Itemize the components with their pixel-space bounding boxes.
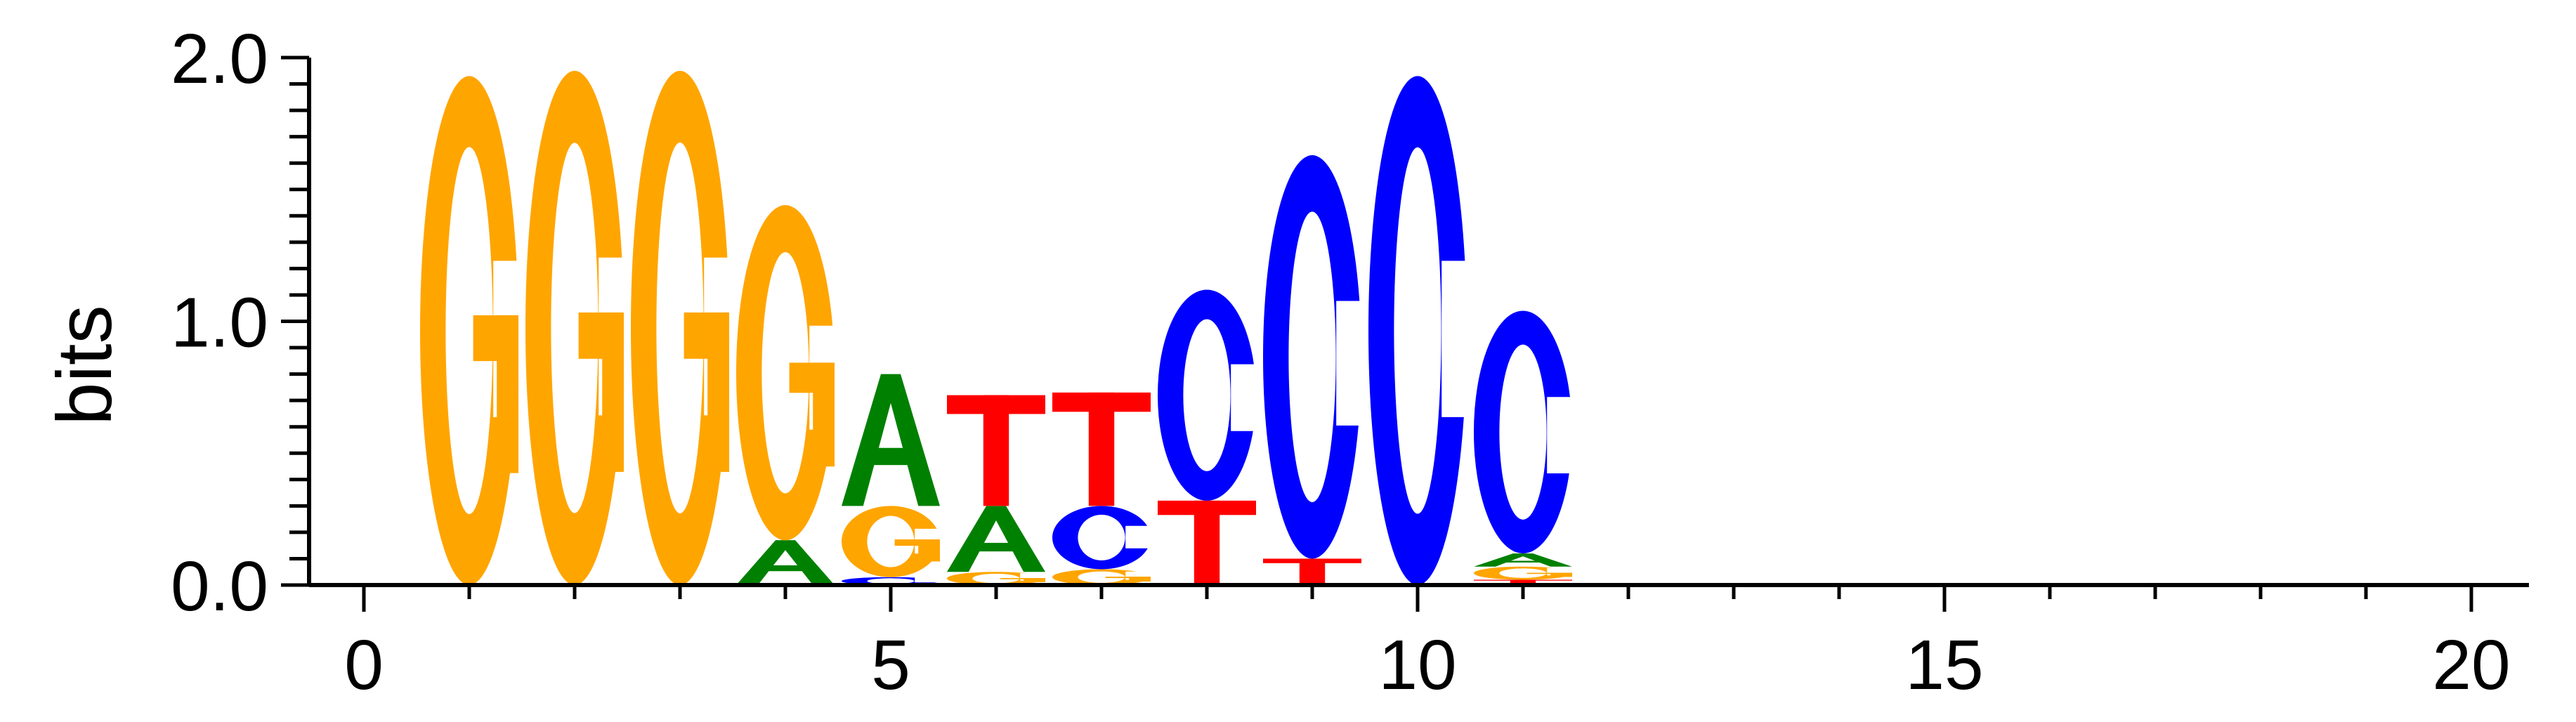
logo-letter-G [1052, 569, 1151, 585]
y-axis: 0.0 1.0 2.0 [171, 20, 311, 626]
logo-letter-C [1158, 289, 1256, 501]
logo-letter-G [420, 76, 518, 586]
logo-letter-G [1474, 566, 1572, 580]
x-tick-label: 10 [1378, 626, 1456, 704]
logo-position-4 [735, 205, 835, 585]
logo-letter-A [1474, 553, 1572, 567]
logo-letter-T [1158, 500, 1256, 585]
logo-position-7 [1052, 392, 1151, 585]
x-tick-label: 15 [1905, 626, 1983, 704]
logo-letter-C [1052, 506, 1151, 570]
logo-letter-C [1263, 155, 1361, 559]
logo-letter-T [1474, 579, 1572, 585]
logo-letter-A [736, 540, 835, 585]
x-tick-label: 5 [871, 626, 910, 704]
x-tick-label: 20 [2432, 626, 2510, 704]
logo-letter-T [1052, 392, 1151, 506]
x-axis: 0 5 10 15 20 [309, 583, 2529, 704]
logo-letter-G [631, 70, 729, 586]
logo-letter-C [1474, 310, 1572, 553]
logo-letter-G [735, 205, 835, 541]
logo-letter-T [1263, 558, 1361, 585]
x-tick-label: 0 [344, 626, 384, 704]
logo-stacks [420, 70, 1572, 586]
y-tick-label: 2.0 [171, 20, 268, 98]
logo-position-3 [631, 70, 729, 586]
logo-position-8 [1158, 289, 1256, 585]
y-tick-label: 1.0 [171, 284, 268, 362]
y-axis-title: bits [41, 305, 128, 425]
logo-letter-G [525, 70, 624, 586]
logo-position-9 [1263, 155, 1361, 585]
logo-position-10 [1368, 76, 1467, 586]
logo-letter-T [947, 395, 1045, 506]
logo-position-1 [420, 76, 518, 586]
logo-position-5 [842, 374, 940, 585]
logo-position-2 [525, 70, 624, 586]
logo-letter-G [842, 506, 940, 577]
logo-position-11 [1474, 310, 1572, 585]
y-tick-label: 0.0 [171, 547, 268, 626]
logo-letter-C [1368, 76, 1467, 586]
logo-letter-A [947, 506, 1045, 572]
logo-letter-A [842, 374, 940, 506]
logo-position-6 [947, 395, 1045, 585]
